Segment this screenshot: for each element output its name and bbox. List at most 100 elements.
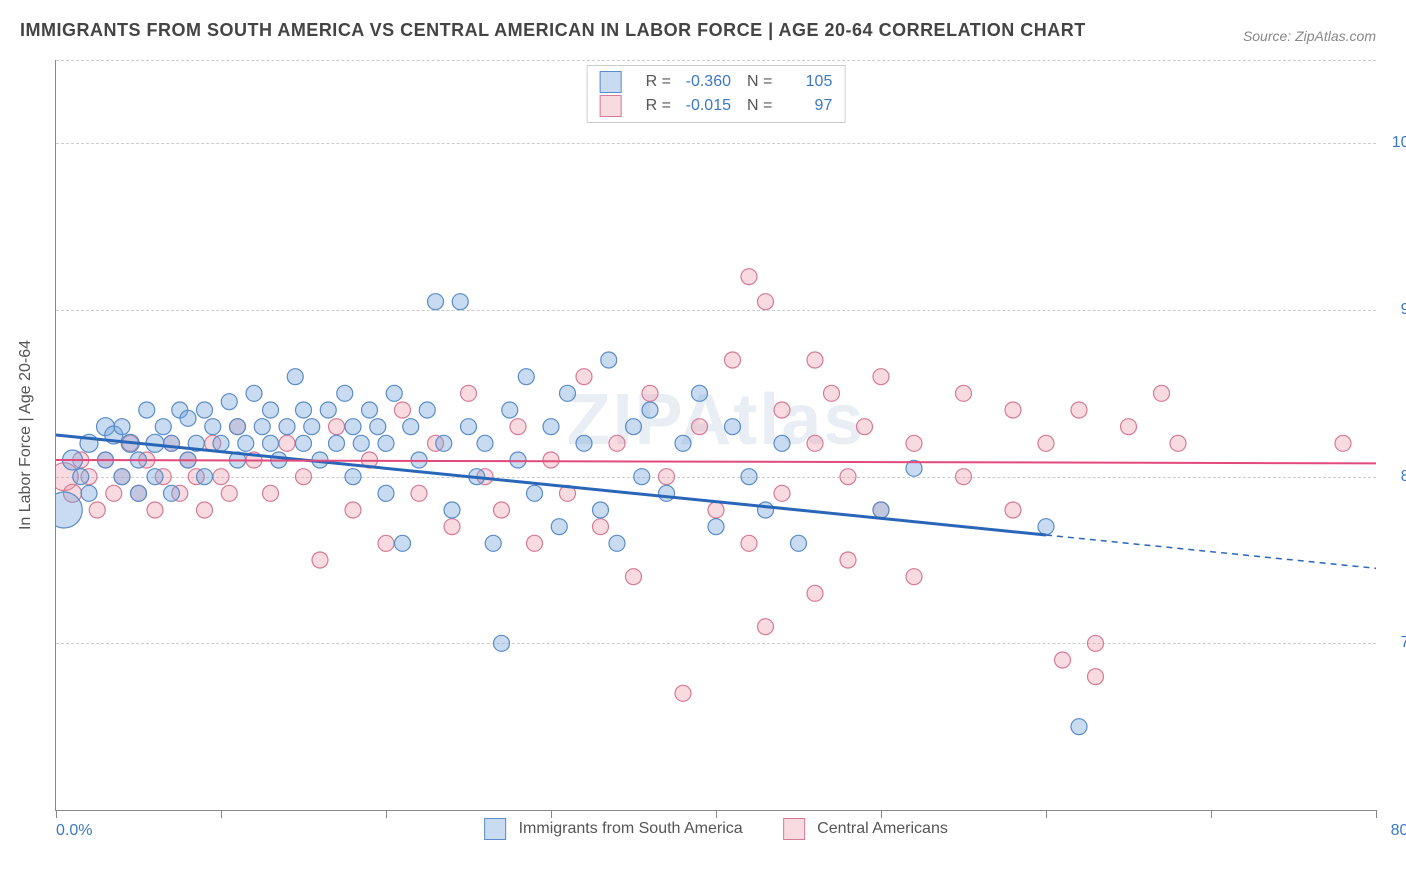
scatter-point	[411, 485, 427, 501]
scatter-point	[279, 435, 295, 451]
scatter-point	[675, 685, 691, 701]
scatter-point	[791, 535, 807, 551]
legend-label-blue: Immigrants from South America	[519, 820, 743, 837]
legend-item-blue: Immigrants from South America	[484, 818, 743, 840]
scatter-point	[213, 469, 229, 485]
y-tick-label: 90.0%	[1386, 301, 1406, 319]
scatter-point	[518, 369, 534, 385]
scatter-point	[263, 402, 279, 418]
scatter-point	[502, 402, 518, 418]
scatter-point	[131, 485, 147, 501]
n-value-blue: 105	[782, 70, 832, 94]
scatter-point	[1005, 502, 1021, 518]
scatter-point	[221, 485, 237, 501]
scatter-point	[576, 435, 592, 451]
scatter-point	[956, 469, 972, 485]
y-axis-label: In Labor Force | Age 20-64	[17, 340, 35, 530]
scatter-point	[857, 419, 873, 435]
scatter-point	[774, 485, 790, 501]
regression-line	[1046, 535, 1376, 568]
x-tick	[1046, 810, 1047, 818]
scatter-point	[741, 469, 757, 485]
scatter-point	[1038, 519, 1054, 535]
y-tick-label: 100.0%	[1386, 134, 1406, 152]
y-tick-label: 80.0%	[1386, 468, 1406, 486]
scatter-point	[1088, 635, 1104, 651]
scatter-point	[725, 352, 741, 368]
scatter-point	[329, 435, 345, 451]
scatter-point	[642, 402, 658, 418]
scatter-point	[114, 419, 130, 435]
x-tick	[1376, 810, 1377, 818]
scatter-point	[164, 485, 180, 501]
r-value-pink: -0.015	[681, 94, 731, 118]
scatter-point	[807, 352, 823, 368]
scatter-point	[197, 402, 213, 418]
scatter-point	[329, 419, 345, 435]
scatter-point	[386, 385, 402, 401]
scatter-point	[758, 294, 774, 310]
scatter-point	[708, 502, 724, 518]
scatter-point	[304, 419, 320, 435]
scatter-point	[873, 502, 889, 518]
scatter-point	[436, 435, 452, 451]
scatter-point	[485, 535, 501, 551]
scatter-point	[378, 435, 394, 451]
scatter-point	[494, 635, 510, 651]
scatter-point	[494, 502, 510, 518]
scatter-point	[362, 402, 378, 418]
scatter-point	[906, 435, 922, 451]
scatter-point	[659, 485, 675, 501]
scatter-point	[263, 435, 279, 451]
scatter-point	[320, 402, 336, 418]
scatter-point	[345, 419, 361, 435]
scatter-point	[452, 294, 468, 310]
scatter-point	[659, 469, 675, 485]
scatter-point	[1005, 402, 1021, 418]
scatter-point	[296, 402, 312, 418]
scatter-point	[634, 469, 650, 485]
scatter-point	[527, 485, 543, 501]
scatter-point	[560, 385, 576, 401]
scatter-point	[1121, 419, 1137, 435]
scatter-point	[807, 585, 823, 601]
scatter-point	[345, 469, 361, 485]
scatter-point	[774, 402, 790, 418]
scatter-point	[692, 385, 708, 401]
legend-swatch-pink	[600, 95, 622, 117]
scatter-point	[601, 352, 617, 368]
scatter-point	[213, 435, 229, 451]
scatter-point	[378, 535, 394, 551]
scatter-point	[395, 402, 411, 418]
n-label: N =	[747, 70, 772, 94]
scatter-point	[807, 435, 823, 451]
scatter-point	[527, 535, 543, 551]
scatter-point	[378, 485, 394, 501]
y-tick-label: 70.0%	[1386, 634, 1406, 652]
x-tick	[551, 810, 552, 818]
scatter-point	[246, 385, 262, 401]
scatter-point	[461, 385, 477, 401]
scatter-point	[758, 619, 774, 635]
source-label: Source: ZipAtlas.com	[1243, 28, 1376, 44]
scatter-point	[692, 419, 708, 435]
scatter-point	[1335, 435, 1351, 451]
scatter-point	[626, 569, 642, 585]
scatter-point	[510, 452, 526, 468]
scatter-point	[155, 419, 171, 435]
scatter-point	[840, 552, 856, 568]
scatter-point	[106, 485, 122, 501]
scatter-point	[461, 419, 477, 435]
scatter-point	[1038, 435, 1054, 451]
scatter-point	[609, 435, 625, 451]
x-tick	[56, 810, 57, 818]
scatter-point	[197, 502, 213, 518]
scatter-point	[444, 519, 460, 535]
correlation-legend: R = -0.360 N = 105 R = -0.015 N = 97	[587, 65, 846, 123]
scatter-point	[1071, 402, 1087, 418]
scatter-point	[205, 419, 221, 435]
scatter-point	[543, 419, 559, 435]
x-tick	[221, 810, 222, 818]
scatter-point	[370, 419, 386, 435]
legend-swatch-pink	[783, 818, 805, 840]
